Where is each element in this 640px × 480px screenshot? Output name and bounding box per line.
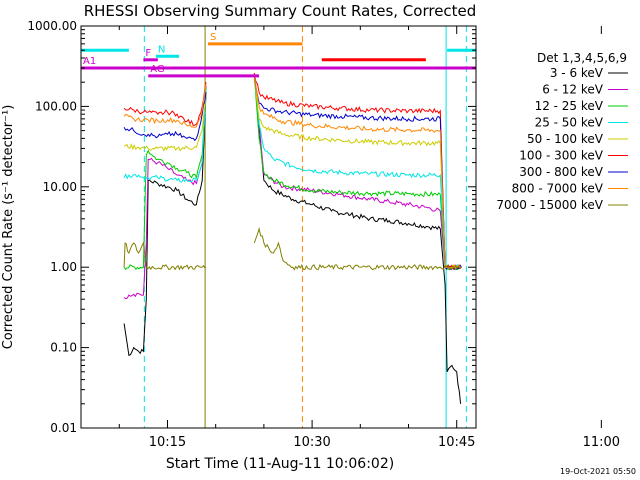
series-line [253,226,462,271]
series-line [123,85,207,300]
legend-label: 50 - 100 keV [527,132,604,146]
series-line [123,92,207,152]
series-line [123,87,207,271]
x-tick-label: 11:00 [583,435,620,450]
series-line [253,74,462,271]
y-axis: 0.01 0.10 1.00 10.00 100.00 1000.00 [27,19,476,435]
series-line [253,72,462,271]
legend-label: 6 - 12 keV [542,83,604,97]
y-tick-label: 0.01 [50,421,77,435]
plot-frame [80,25,477,429]
legend-label: 12 - 25 keV [535,99,604,113]
series-line [253,74,462,404]
series-line [253,75,462,270]
series-line [123,89,207,183]
series-line [253,75,462,271]
y-axis-label: Corrected Count Rate (s⁻¹ detector⁻¹) [1,105,16,350]
legend-label: 3 - 6 keV [550,66,604,80]
flag-layer: A1 F N AG S [81,32,476,78]
flag-label: AG [150,64,164,75]
y-tick-label: 100.00 [35,99,77,113]
series-line [253,77,462,271]
series-line [123,92,207,142]
series-line [123,83,207,128]
legend-label: 800 - 7000 keV [512,182,604,196]
flag-label: F [145,48,151,59]
series-line [123,92,207,357]
legend-label: 100 - 300 keV [519,149,603,163]
y-tick-label: 1000.00 [27,19,77,33]
legend-title: Det 1,3,4,5,6,9 [537,51,627,65]
x-tick-label: 10:15 [149,435,186,450]
legend-label: 7000 - 15000 keV [496,198,603,212]
footer-date: 19-Oct-2021 05:50 [560,467,636,476]
series-line [123,241,207,271]
series-line [253,78,462,270]
flag-label: S [210,32,216,43]
x-axis-label: Start Time (11-Aug-11 10:06:02) [166,456,394,472]
series-line [123,82,207,126]
y-tick-label: 1.00 [50,260,77,274]
legend: Det 1,3,4,5,6,9 3 - 6 keV 6 - 12 keV 12 - … [496,51,628,212]
flag-label: A1 [83,56,96,67]
data-layer [80,26,467,428]
y-tick-label: 10.00 [43,180,77,194]
legend-label: 300 - 800 keV [519,165,603,179]
x-tick-label: 10:45 [438,435,475,450]
chart-title: RHESSI Observing Summary Count Rates, Co… [84,2,477,20]
legend-label: 25 - 50 keV [535,116,604,130]
y-tick-label: 0.10 [50,341,77,355]
x-tick-label: 10:30 [293,435,330,450]
flag-label: N [158,44,165,55]
